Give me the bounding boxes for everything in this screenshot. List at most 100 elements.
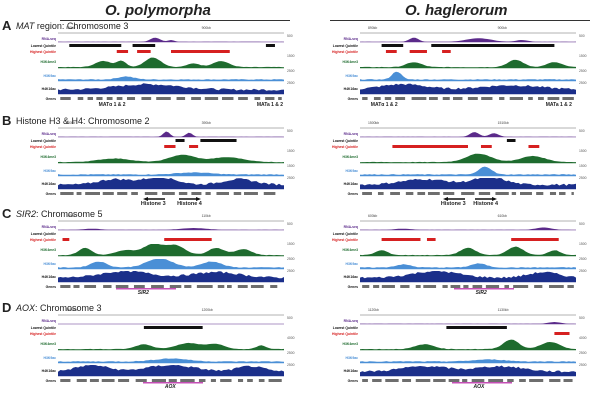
coordinate-label: 900kb bbox=[497, 26, 507, 30]
quintile-segment bbox=[171, 50, 230, 53]
track-label-rna: RNA-seq bbox=[41, 37, 56, 41]
track-k9 bbox=[58, 259, 284, 270]
track-k4 bbox=[58, 154, 284, 164]
track-k4 bbox=[360, 339, 576, 351]
signal-area bbox=[58, 259, 284, 269]
quintile-segment bbox=[164, 238, 212, 241]
quintile-segment bbox=[381, 238, 421, 241]
gene-block bbox=[567, 285, 574, 288]
species-left-rule bbox=[60, 20, 290, 21]
signal-area bbox=[360, 153, 576, 163]
track-label-k4: H3K4me3 bbox=[342, 60, 358, 64]
coordinate-label: 1200kb bbox=[201, 308, 213, 312]
panel-letter: D bbox=[2, 300, 12, 315]
gene-highlight-bar bbox=[453, 288, 514, 290]
coordinate-label: 900kb bbox=[201, 26, 211, 30]
track-label-lowest: Lowest Quintile bbox=[30, 231, 56, 236]
gene-block bbox=[278, 97, 282, 100]
track-lowest bbox=[381, 44, 555, 47]
gene-block bbox=[76, 379, 87, 382]
quintile-segment bbox=[446, 326, 507, 329]
signal-area bbox=[360, 339, 576, 350]
quintile-segment bbox=[392, 145, 468, 148]
track-scale-max: 1500 bbox=[287, 242, 295, 246]
gene-block bbox=[237, 379, 244, 382]
coordinate-label: 1120kb bbox=[368, 308, 379, 312]
signal-area bbox=[58, 131, 284, 137]
track-label-rna: RNA-seq bbox=[343, 225, 358, 229]
track-scale-max: 500 bbox=[579, 316, 585, 320]
track-lowest bbox=[360, 232, 576, 235]
track-rna bbox=[360, 37, 576, 43]
track-label-k4: H3K4me3 bbox=[40, 248, 56, 252]
track-scale-max: 2500 bbox=[579, 351, 587, 355]
gene-block bbox=[238, 97, 248, 100]
coordinate-label: 100kb bbox=[66, 214, 76, 218]
track-label-rna: RNA-seq bbox=[343, 37, 358, 41]
gene-block bbox=[381, 285, 395, 288]
track-label-highest: Highest Quintile bbox=[30, 49, 56, 54]
track-k18 bbox=[58, 271, 284, 283]
gene-name-label: AOX bbox=[164, 384, 176, 390]
track-label-k18: H4K16ac bbox=[343, 274, 358, 279]
signal-area bbox=[360, 166, 576, 176]
gene-block bbox=[511, 192, 517, 195]
gene-block bbox=[77, 97, 84, 100]
track-label-k9: H3K9ac bbox=[345, 74, 358, 78]
gene-block bbox=[270, 285, 278, 288]
signal-area bbox=[58, 172, 284, 176]
signal-area bbox=[360, 365, 576, 376]
track-scale-max: 500 bbox=[287, 34, 293, 38]
track-k9 bbox=[360, 166, 576, 177]
track-label-k9: H3K9ac bbox=[345, 356, 358, 360]
track-k4 bbox=[360, 59, 576, 69]
coordinate-ruler bbox=[58, 314, 284, 316]
gene-block bbox=[126, 97, 136, 100]
track-label-genes: Genes bbox=[347, 284, 358, 289]
track-label-genes: Genes bbox=[45, 378, 56, 383]
track-label-rna: RNA-seq bbox=[343, 319, 358, 323]
coordinate-ruler bbox=[360, 32, 576, 34]
gene-block bbox=[220, 379, 232, 382]
gene-block bbox=[210, 379, 216, 382]
track-label-k9: H3K9ac bbox=[345, 169, 358, 173]
track-genes bbox=[362, 192, 574, 195]
track-label-highest: Highest Quintile bbox=[30, 331, 56, 336]
track-highest bbox=[385, 50, 451, 53]
gene-block bbox=[395, 97, 406, 100]
gene-block bbox=[217, 285, 225, 288]
gene-block bbox=[534, 285, 543, 288]
gene-block bbox=[156, 97, 171, 100]
track-k4 bbox=[58, 244, 284, 257]
gene-name-label: Histone 4 bbox=[473, 201, 499, 207]
track-genes bbox=[362, 97, 574, 100]
track-lowest bbox=[143, 326, 203, 329]
quintile-segment bbox=[442, 50, 451, 53]
gene-block bbox=[221, 97, 234, 100]
gene-block bbox=[362, 285, 370, 288]
track-label-genes: Genes bbox=[45, 191, 56, 196]
track-scale-max: 2500 bbox=[579, 363, 587, 367]
track-label-rna: RNA-seq bbox=[41, 132, 56, 136]
gene-block bbox=[529, 379, 544, 382]
gene-block bbox=[89, 379, 99, 382]
gene-block bbox=[151, 379, 166, 382]
gene-block bbox=[268, 379, 282, 382]
highlight-rect bbox=[451, 382, 512, 384]
track-k9 bbox=[58, 358, 284, 364]
track-scale-max: 2500 bbox=[579, 69, 587, 73]
track-label-k9: H3K9ac bbox=[43, 262, 56, 266]
coordinate-ruler bbox=[360, 220, 576, 222]
gene-block bbox=[265, 97, 275, 100]
track-scale-max: 500 bbox=[287, 316, 293, 320]
species-right-heading: O. haglerorum bbox=[405, 2, 508, 19]
signal-area bbox=[58, 37, 284, 42]
gene-block bbox=[452, 97, 463, 100]
gene-block bbox=[423, 285, 437, 288]
arrow-shape bbox=[442, 197, 465, 201]
gene-block bbox=[442, 97, 450, 100]
track-scale-max: 1500 bbox=[579, 242, 587, 246]
signal-area bbox=[360, 59, 576, 68]
track-scale-max: 500 bbox=[287, 129, 293, 133]
coordinate-label: 1510kb bbox=[497, 121, 509, 125]
